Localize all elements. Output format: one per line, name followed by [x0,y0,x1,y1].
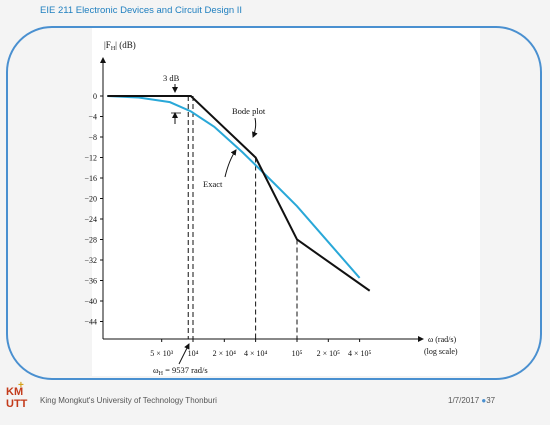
y-tick-label: −4 [88,113,97,122]
footer-organization: King Mongkut's University of Technology … [40,396,217,405]
y-tick-label: −16 [84,174,97,183]
logo-plus-icon: + [18,380,24,391]
footer-date: 1/7/2017 [448,396,480,405]
y-axis-label: |FH| (dB) [104,40,136,52]
logo-text-top: KM [6,386,24,398]
exact-label-arrow [224,149,237,178]
exact-curve [107,95,361,279]
footer-date-page: 1/7/2017 ●37 [448,396,495,405]
y-ticks: 0 −4 −8 −12 −16 −20 −24 −28 −32 −36 −40 −44 [84,92,103,327]
y-tick-label: −20 [84,195,97,204]
dashed-markers [187,96,298,339]
kmutt-logo: + KM UTT [6,380,28,412]
x-axis-label: ω (rad/s) [428,335,456,344]
bode-plot-label: Bode plot [232,106,266,116]
plot-panel [92,28,480,376]
x-tick-label: 10⁵ [292,349,303,358]
x-tick-label: 5 × 10³ [150,349,174,358]
logo-text-bottom: UTT [6,398,28,410]
bode-asymptote [107,95,371,292]
series-lines [107,95,371,292]
y-tick-label: −36 [84,277,97,286]
y-tick-label: −24 [84,215,97,224]
x-tick-label: 4 × 10⁴ [244,349,268,358]
slide-header: EIE 211 Electronic Devices and Circuit D… [40,5,243,16]
annotations: 3 dB Bode plot Exact ωH = 9537 rad/s [153,73,266,377]
footer-bullet-icon: ● [481,396,487,405]
omega-h-arrow [178,343,190,365]
three-db-label: 3 dB [163,73,180,83]
x-tick-label: 2 × 10⁴ [213,349,237,358]
bode-label-arrow [252,117,258,138]
y-tick-label: −44 [84,318,97,327]
x-tick-label: 10⁴ [188,349,199,358]
y-tick-label: −32 [84,256,97,265]
x-tick-label: 4 × 10⁵ [348,349,372,358]
y-tick-label: −28 [84,236,97,245]
page-number: 37 [486,396,496,405]
x-tick-label: 2 × 10⁵ [317,349,341,358]
omega-h-label: ωH = 9537 rad/s [153,365,208,377]
exact-label: Exact [203,179,223,189]
y-tick-label: −8 [88,133,97,142]
x-axis-scale-note: (log scale) [424,347,458,356]
x-ticks: 5 × 10³ 10⁴ 2 × 10⁴ 4 × 10⁴ 10⁵ 2 × 10⁵ 4 × 10… [150,335,458,358]
y-tick-label: −40 [84,297,97,306]
axes: |FH| (dB) [100,40,424,342]
y-tick-label: 0 [93,92,97,101]
y-tick-label: −12 [84,154,97,163]
